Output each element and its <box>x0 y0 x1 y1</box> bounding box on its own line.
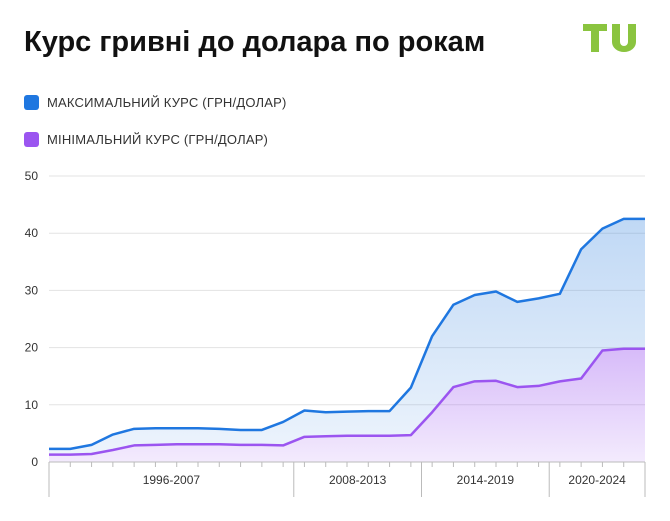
legend-swatch-max <box>24 94 39 110</box>
area-min <box>49 348 645 462</box>
legend-label-min: МІНІМАЛЬНИЙ КУРС (ГРН/ДОЛАР) <box>47 131 269 147</box>
area-max <box>49 218 645 455</box>
y-tick-label-30: 30 <box>25 283 39 297</box>
y-tick-label-40: 40 <box>25 226 39 240</box>
y-tick-label-10: 10 <box>25 398 39 412</box>
x-group-label-2014-2019: 2014-2019 <box>457 473 515 487</box>
legend-item-min: МІНІМАЛЬНИЙ КУРС (ГРН/ДОЛАР) <box>24 129 287 149</box>
chart-title: Курс гривні до долара по рокам <box>24 26 486 58</box>
legend-item-max: МАКСИМАЛЬНИЙ КУРС (ГРН/ДОЛАР) <box>24 92 287 112</box>
tu-logo-t-stem <box>591 24 599 52</box>
x-group-label-1996-2007: 1996-2007 <box>143 473 201 487</box>
y-tick-label-50: 50 <box>25 169 39 183</box>
y-tick-label-20: 20 <box>25 341 39 355</box>
tu-logo-icon <box>583 24 636 52</box>
series-line-max <box>49 217 645 451</box>
series-line-min <box>49 347 645 456</box>
x-group-label-2008-2013: 2008-2013 <box>329 473 387 487</box>
tu-logo-u <box>612 24 636 52</box>
legend-swatch-min <box>24 131 39 147</box>
legend-label-max: МАКСИМАЛЬНИЙ КУРС (ГРН/ДОЛАР) <box>47 94 287 110</box>
chart-legend: МАКСИМАЛЬНИЙ КУРС (ГРН/ДОЛАР) МІНІМАЛЬНИ… <box>24 92 287 166</box>
x-group-label-2020-2024: 2020-2024 <box>568 473 626 487</box>
y-tick-label-0: 0 <box>31 455 38 469</box>
